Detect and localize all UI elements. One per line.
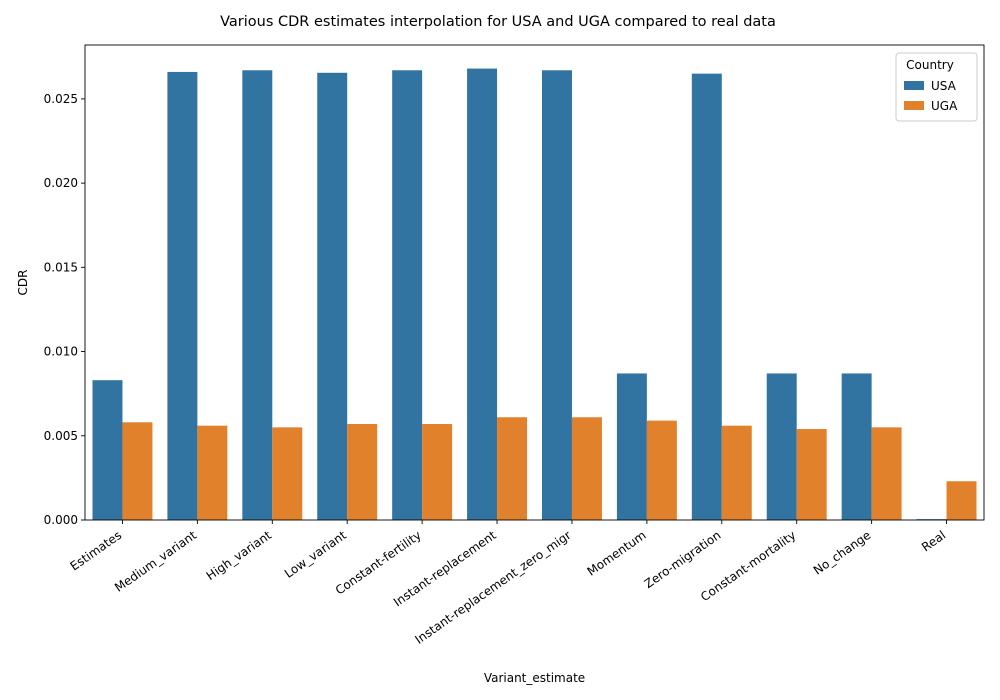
y-tick-label: 0.000 xyxy=(44,513,78,527)
bar-usa-low_variant xyxy=(317,72,348,521)
bar-usa-estimates xyxy=(92,380,123,520)
bar-usa-high_variant xyxy=(242,70,273,520)
chart-title: Various CDR estimates interpolation for … xyxy=(220,14,776,30)
bar-uga-real xyxy=(946,481,977,520)
y-axis: 0.000 0.005 0.010 0.015 0.020 0.025 xyxy=(44,92,85,527)
bar-usa-momentum xyxy=(616,373,647,520)
bar-uga-zero-migration xyxy=(721,425,752,520)
bar-usa-no_change xyxy=(841,373,872,520)
bar-uga-high_variant xyxy=(272,427,303,520)
x-tick-label: Estimates xyxy=(68,528,125,573)
bar-uga-instant-replacement_zero_migr xyxy=(571,417,602,520)
x-tick-label: No_change xyxy=(811,528,873,578)
bar-uga-no_change xyxy=(871,427,902,520)
bar-uga-medium_variant xyxy=(197,425,228,520)
bar-usa-constant-mortality xyxy=(766,373,797,520)
bar-usa-instant-replacement xyxy=(467,68,498,521)
x-axis-label: Variant_estimate xyxy=(484,671,585,685)
legend-swatch-usa xyxy=(904,81,924,90)
x-tick-label: High_variant xyxy=(204,528,275,583)
x-tick-label: Medium_variant xyxy=(112,528,199,595)
bar-uga-low_variant xyxy=(347,423,378,520)
y-tick-label: 0.005 xyxy=(44,429,78,443)
bar-usa-medium_variant xyxy=(167,71,198,521)
legend-label-uga: UGA xyxy=(931,99,958,113)
x-tick-label: Real xyxy=(919,528,948,554)
legend-label-usa: USA xyxy=(931,79,957,93)
bar-usa-instant-replacement_zero_migr xyxy=(541,70,572,520)
y-tick-label: 0.025 xyxy=(44,92,78,106)
y-tick-label: 0.015 xyxy=(44,260,78,274)
bar-usa-constant-fertility xyxy=(392,70,423,520)
x-tick-label: Zero-migration xyxy=(642,528,724,591)
x-tick-label: Instant-replacement_zero_migr xyxy=(412,528,573,647)
bars-group xyxy=(92,68,977,521)
y-axis-label: CDR xyxy=(16,270,30,296)
bar-usa-zero-migration xyxy=(691,73,722,520)
bar-uga-instant-replacement xyxy=(497,417,528,520)
bar-uga-constant-fertility xyxy=(422,423,453,520)
legend: Country USA UGA xyxy=(895,52,978,122)
bar-uga-estimates xyxy=(122,422,153,520)
x-tick-label: Momentum xyxy=(585,528,649,579)
bar-uga-constant-mortality xyxy=(796,429,827,520)
y-tick-label: 0.020 xyxy=(44,176,78,190)
legend-swatch-uga xyxy=(904,101,924,110)
y-tick-label: 0.010 xyxy=(44,345,78,359)
legend-title: Country xyxy=(906,58,954,72)
x-tick-label: Low_variant xyxy=(282,528,349,581)
plot-frame xyxy=(84,44,985,521)
bar-uga-momentum xyxy=(646,420,677,520)
